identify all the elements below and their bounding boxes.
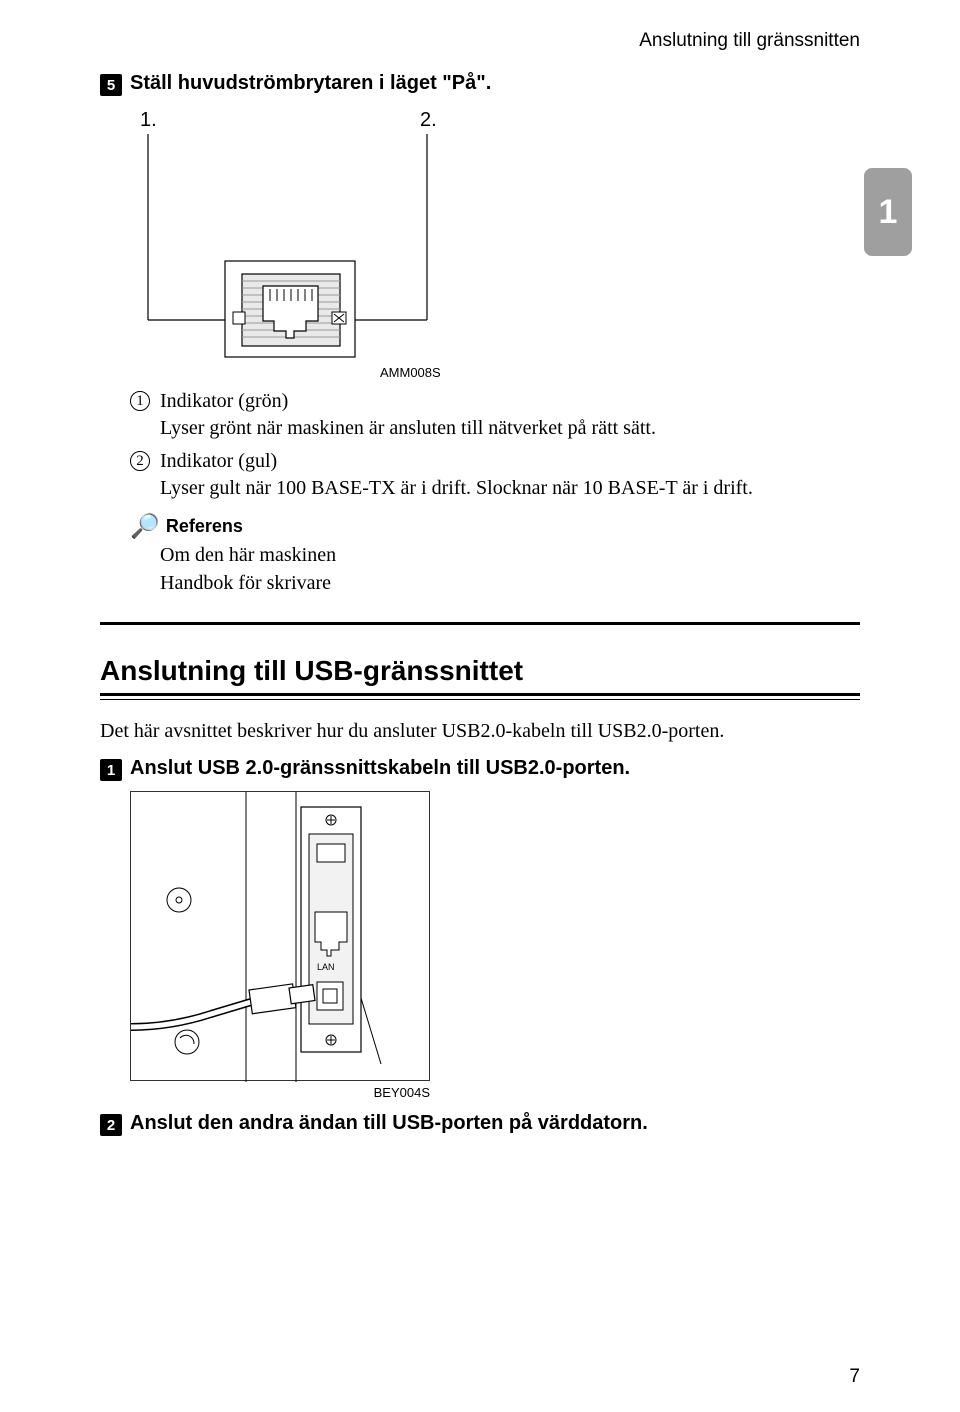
step-number-5: 5 [100, 74, 122, 96]
usb-step-1: 1 Anslut USB 2.0-gränssnittskabeln till … [100, 757, 860, 781]
usb-intro: Det här avsnittet beskriver hur du anslu… [100, 718, 860, 745]
usb-step-2: 2 Anslut den andra ändan till USB-porten… [100, 1112, 860, 1136]
usb-section-title: Anslutning till USB-gränssnittet [100, 655, 860, 687]
reference-header: 🔎 Referens [130, 512, 860, 541]
step-number-1: 1 [100, 759, 122, 781]
usb-step-2-text: Anslut den andra ändan till USB-porten p… [130, 1112, 648, 1135]
page-header: Anslutning till gränssnitten [100, 30, 860, 52]
diagram2-caption: BEY004S [130, 1085, 430, 1100]
page-number: 7 [849, 1366, 860, 1388]
indicator-1-desc: Lyser grönt när maskinen är ansluten til… [160, 417, 656, 439]
diagram1-caption: AMM008S [380, 365, 860, 380]
step-number-2: 2 [100, 1114, 122, 1136]
indicator-1-title: Indikator (grön) [160, 390, 288, 412]
diagram-usb: LAN [130, 791, 430, 1081]
indicator-item-1: 1 Indikator (grön) Lyser grönt när maski… [130, 388, 860, 442]
chapter-tab: 1 [864, 168, 912, 256]
reference-line-2: Handbok för skrivare [160, 569, 860, 597]
reference-line-1: Om den här maskinen [160, 541, 860, 569]
step-5-text: Ställ huvudströmbrytaren i läget "På". [130, 72, 491, 95]
indicator-2-title: Indikator (gul) [160, 450, 277, 472]
indicator-2-desc: Lyser gult när 100 BASE-TX är i drift. S… [160, 477, 753, 499]
indicator-item-2: 2 Indikator (gul) Lyser gult när 100 BAS… [130, 448, 860, 502]
rule-thin [100, 699, 860, 700]
reference-label: Referens [166, 516, 243, 537]
rule-top [100, 622, 860, 625]
usb-step-1-text: Anslut USB 2.0-gränssnittskabeln till US… [130, 757, 630, 780]
rule-mid [100, 693, 860, 696]
diagram-rj45: 1. 2. [130, 106, 460, 361]
circled-1: 1 [130, 391, 150, 411]
svg-text:LAN: LAN [317, 962, 335, 972]
diagram1-label-2: 2. [420, 109, 437, 131]
magnifier-icon: 🔎 [130, 512, 160, 541]
step-5-line: 5 Ställ huvudströmbrytaren i läget "På". [100, 72, 860, 96]
circled-2: 2 [130, 451, 150, 471]
diagram1-label-1: 1. [140, 109, 157, 131]
